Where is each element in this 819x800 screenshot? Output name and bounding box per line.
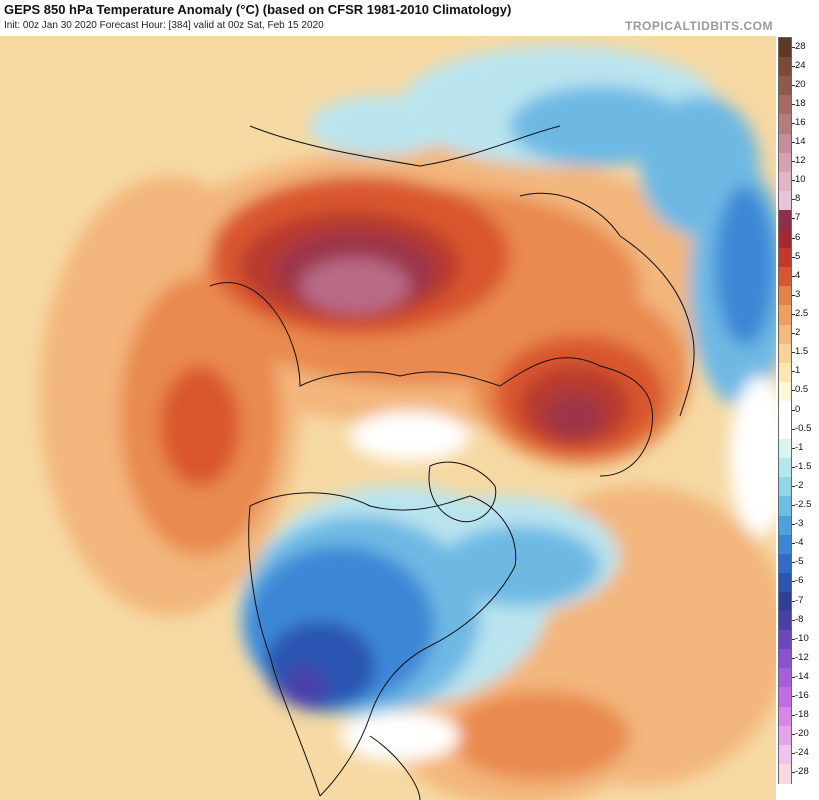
colorbar-swatch — [779, 248, 791, 268]
colorbar-label: -5 — [791, 556, 804, 568]
colorbar-swatch — [779, 439, 791, 459]
colorbar-label: 24 — [792, 59, 806, 71]
colorbar-swatch — [779, 420, 791, 440]
colorbar-label: 3 — [791, 288, 801, 300]
colorbar-swatch — [779, 744, 791, 765]
colorbar-label: -2.5 — [791, 499, 812, 510]
colorbar-swatch — [779, 95, 791, 115]
colorbar-swatch — [779, 534, 791, 555]
colorbar-swatch — [779, 343, 791, 364]
colorbar-label: 7 — [791, 212, 801, 224]
colorbar-swatch — [779, 458, 791, 478]
anomaly-map — [0, 36, 776, 800]
colorbar-label: -8 — [791, 613, 804, 625]
colorbar-labels: 28 24 20 18 16 14 12 10 8 7 6 5 4 3 2.5 2 1.5 1 0.5 0 -0.5 -1… — [791, 37, 819, 784]
colorbar-swatch — [779, 171, 791, 192]
colorbar-label: -24 — [792, 747, 809, 759]
colorbar-swatch — [779, 553, 791, 574]
colorbar-label: -1.5 — [791, 460, 812, 472]
colorbar-swatch — [779, 133, 791, 154]
colorbar-swatch — [779, 630, 791, 650]
colorbar-label: 4 — [791, 269, 801, 281]
colorbar-swatch — [779, 591, 791, 612]
colorbar-swatch — [779, 190, 791, 211]
colorbar-swatch — [779, 687, 791, 708]
colorbar-swatch — [779, 572, 791, 593]
colorbar-swatch — [779, 76, 791, 96]
colorbar-label: -6 — [791, 575, 804, 587]
colorbar-swatch — [779, 496, 791, 517]
colorbar-swatch — [779, 362, 791, 383]
map-title: GEPS 850 hPa Temperature Anomaly (°C) (b… — [4, 2, 512, 17]
colorbar-swatch — [779, 229, 791, 249]
colorbar-label: 0 — [791, 403, 801, 415]
colorbar-label: -0.5 — [791, 422, 812, 434]
colorbar-swatch — [779, 725, 791, 746]
colorbar-swatch — [779, 515, 791, 536]
colorbar-label: 0.5 — [791, 384, 809, 396]
colorbar-label: -18 — [792, 709, 809, 721]
colorbar-swatch — [779, 381, 791, 402]
colorbar-label: 8 — [791, 193, 801, 205]
colorbar-label: -20 — [792, 728, 809, 740]
colorbar-swatch — [779, 706, 791, 727]
colorbar-label: -16 — [792, 690, 809, 702]
colorbar-swatch — [779, 57, 791, 77]
coastlines — [209, 125, 695, 800]
colorbar-label: 1 — [791, 365, 801, 377]
colorbar-swatch — [779, 267, 791, 287]
colorbar-swatch — [779, 38, 791, 58]
colorbar-label: -28 — [792, 766, 809, 778]
colorbar-label: -7 — [791, 594, 804, 606]
colorbar-label: 5 — [791, 250, 801, 262]
colorbar-label: 10 — [792, 174, 806, 186]
colorbar-label: -2 — [791, 479, 804, 491]
colorbar-label: -3 — [791, 518, 804, 530]
site-brand: TROPICALTIDBITS.COM — [625, 19, 773, 33]
colorbar-label: 28 — [792, 40, 806, 52]
colorbar-swatch — [779, 305, 791, 326]
colorbar-swatch — [779, 152, 791, 173]
colorbar-label: -10 — [792, 632, 809, 644]
colorbar-label: 12 — [792, 155, 806, 167]
colorbar-swatch — [779, 668, 791, 689]
colorbar-label: -1 — [791, 441, 804, 453]
colorbar-swatch — [779, 286, 791, 307]
colorbar-label: 1.5 — [791, 346, 809, 358]
colorbar-label: 18 — [792, 97, 806, 109]
colorbar-label: 14 — [792, 136, 806, 148]
colorbar — [778, 37, 792, 784]
colorbar-label: -4 — [791, 537, 804, 549]
colorbar-label: 20 — [792, 78, 806, 90]
colorbar-label: 16 — [792, 116, 806, 128]
colorbar-swatch — [779, 649, 791, 669]
anomaly-fields — [40, 46, 776, 800]
colorbar-swatch — [779, 324, 791, 345]
colorbar-swatch — [779, 209, 791, 230]
colorbar-label: -14 — [792, 670, 809, 682]
colorbar-swatch — [779, 477, 791, 498]
colorbar-label: 2 — [791, 327, 801, 339]
colorbar-label: 2.5 — [791, 307, 809, 319]
colorbar-swatch — [779, 400, 791, 421]
colorbar-label: 6 — [791, 231, 801, 243]
colorbar-swatch — [779, 114, 791, 135]
colorbar-swatch — [779, 763, 791, 784]
colorbar-label: -12 — [792, 651, 809, 663]
map-subtitle: Init: 00z Jan 30 2020 Forecast Hour: [38… — [4, 20, 324, 31]
colorbar-swatch — [779, 611, 791, 631]
